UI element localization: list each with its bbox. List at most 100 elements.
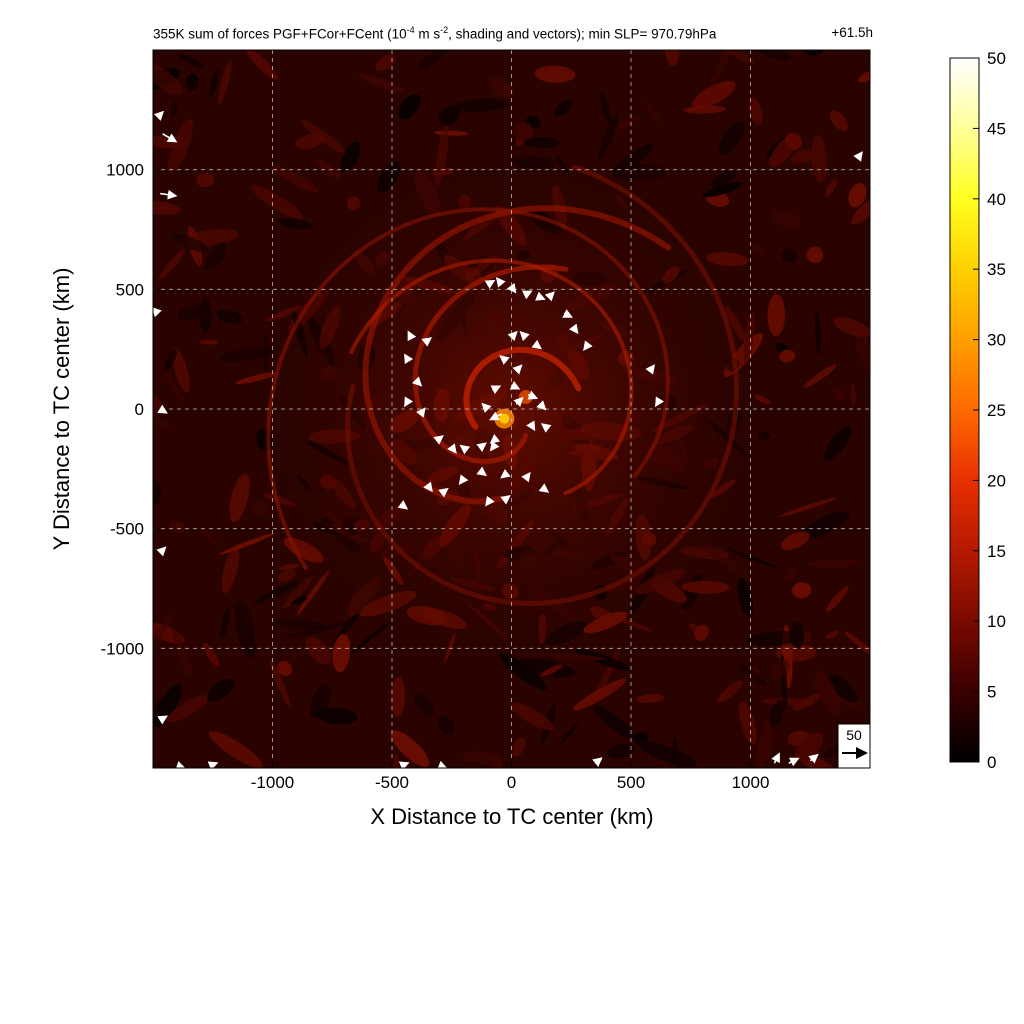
texture-streak — [153, 480, 162, 505]
texture-streak — [811, 134, 827, 183]
texture-streak — [205, 241, 227, 271]
texture-streak — [780, 531, 810, 551]
texture-streak — [220, 607, 230, 639]
force-vector — [404, 353, 414, 365]
texture-streak — [737, 577, 754, 617]
core-hotspot-center — [499, 413, 510, 424]
force-vector — [162, 133, 178, 143]
texture-streak — [282, 575, 314, 609]
texture-streak — [769, 699, 785, 728]
texture-streak — [560, 722, 580, 744]
force-vector — [544, 291, 555, 302]
texture-streak — [509, 702, 555, 731]
texture-streak — [185, 73, 199, 91]
colorbar-tick-label: 50 — [987, 49, 1006, 68]
texture-streak — [221, 546, 240, 594]
spiral-band — [349, 258, 634, 496]
texture-streak — [522, 136, 560, 149]
force-vector — [521, 290, 533, 300]
texture-streak — [727, 548, 777, 568]
force-vector — [513, 396, 524, 408]
colorbar-tick-label: 10 — [987, 612, 1006, 631]
texture-streak — [784, 568, 797, 580]
force-vector — [156, 546, 167, 557]
force-vector — [484, 279, 496, 289]
force-vector — [531, 339, 542, 350]
spiral-band — [345, 164, 740, 606]
chart-title-main: 355K sum of forces PGF+FCor+FCent (10-4 … — [153, 25, 717, 42]
texture-streak — [825, 586, 849, 613]
force-vector — [157, 715, 168, 725]
texture-streak — [858, 71, 870, 83]
force-vector — [509, 380, 521, 390]
x-axis-title: X Distance to TC center (km) — [370, 804, 653, 829]
force-vector — [489, 433, 501, 444]
texture-streak — [848, 182, 867, 208]
texture-streak — [799, 511, 850, 540]
texture-streak — [418, 50, 446, 70]
texture-streak — [203, 642, 220, 667]
force-vector — [398, 761, 410, 768]
texture-streak — [291, 596, 307, 605]
core-hotspot-secondary — [518, 390, 533, 405]
force-vector — [526, 420, 536, 432]
texture-streak — [390, 677, 406, 717]
force-vector — [655, 396, 665, 408]
texture-streak — [779, 349, 796, 363]
force-vector — [507, 330, 518, 342]
reference-vector-box: 50 — [837, 723, 871, 769]
y-axis-ticks: -1000 -500 0 500 1000 — [101, 161, 159, 658]
spiral-band — [463, 346, 582, 430]
colorbar: 0 5 10 15 20 25 30 35 40 45 50 — [949, 49, 1006, 772]
plot-area — [153, 50, 870, 768]
force-vector — [499, 355, 510, 365]
texture-streak — [198, 339, 219, 345]
texture-streak — [784, 133, 802, 150]
texture-streak — [790, 149, 814, 165]
texture-streak — [253, 580, 300, 605]
force-vector — [519, 330, 530, 342]
texture-streak — [235, 601, 256, 659]
texture-streak — [177, 53, 205, 68]
texture-streak — [163, 369, 186, 405]
texture-streak — [770, 209, 801, 229]
force-vector — [160, 189, 178, 200]
force-vector — [583, 340, 593, 351]
texture-streak — [332, 633, 351, 673]
texture-streak — [393, 754, 399, 768]
texture-streak — [270, 164, 319, 193]
y-tick-label: -1000 — [101, 639, 144, 658]
force-vector — [476, 442, 487, 452]
y-tick-label: 1000 — [106, 161, 144, 180]
force-vector — [459, 444, 471, 455]
force-vector — [153, 110, 165, 121]
texture-streak — [823, 425, 852, 462]
force-vector — [562, 309, 573, 318]
texture-streak — [850, 382, 856, 406]
texture-streak — [593, 705, 635, 740]
texture-streak — [172, 233, 208, 252]
force-vector — [404, 396, 414, 408]
texture-streak — [277, 569, 296, 583]
texture-streak — [781, 248, 798, 264]
force-vector — [437, 760, 448, 768]
force-vectors — [153, 110, 863, 768]
texture-streak — [512, 737, 526, 757]
texture-streak — [814, 669, 842, 716]
force-vector — [490, 385, 502, 395]
force-vector — [512, 364, 523, 375]
texture-streak — [315, 159, 341, 179]
texture-streak — [644, 100, 665, 128]
texture-streak — [287, 622, 349, 638]
texture-streak — [249, 500, 270, 516]
texture-streak — [767, 294, 786, 337]
force-vector — [527, 390, 539, 400]
texture-streak — [170, 521, 186, 533]
texture-streak — [540, 664, 563, 677]
texture-streak — [747, 630, 802, 647]
texture-streak — [792, 582, 812, 599]
texture-streak — [199, 298, 212, 333]
texture-streak — [829, 110, 848, 131]
force-vector — [153, 307, 162, 318]
